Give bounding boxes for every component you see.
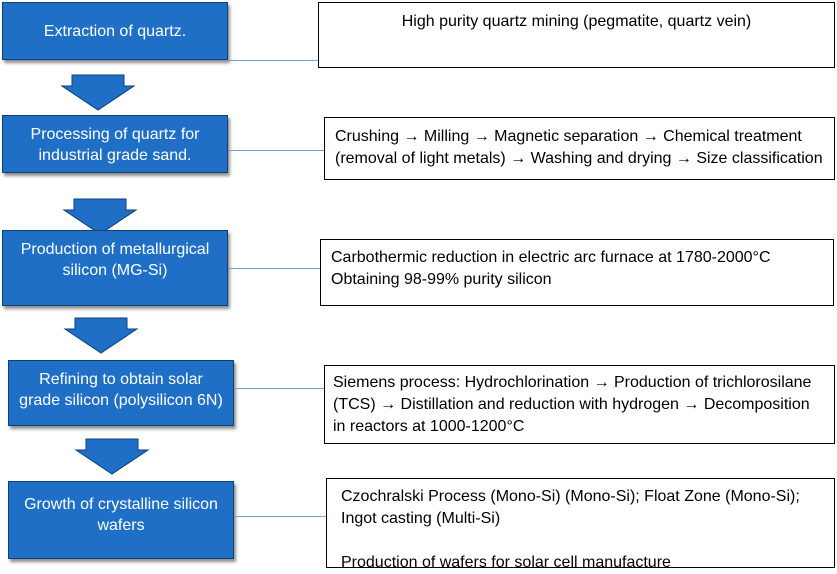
step-label: Processing of quartz for industrial grad… <box>30 126 200 164</box>
step-extraction-of-quartz: Extraction of quartz. <box>2 2 228 60</box>
connector-line <box>228 60 318 61</box>
note-wafer-growth: Czochralski Process (Mono-Si) (Mono-Si);… <box>326 478 835 571</box>
connector-line <box>228 268 320 269</box>
note-line <box>341 530 834 552</box>
note-line: Czochralski Process (Mono-Si) (Mono-Si);… <box>341 488 800 505</box>
down-arrow-icon <box>63 317 139 354</box>
note-line: Crushing → Milling → Magnetic separation… <box>335 128 802 145</box>
note-line: in reactors at 1000-1200°C <box>333 418 525 435</box>
step-label: Production of metallurgical silicon (MG-… <box>20 241 210 279</box>
note-line: Carbothermic reduction in electric arc f… <box>331 249 771 266</box>
step-refining-solar-grade: Refining to obtain solar grade silicon (… <box>8 360 234 426</box>
down-arrow-icon <box>74 438 150 475</box>
note-siemens-process: Siemens process: Hydrochlorination → Pro… <box>324 365 835 444</box>
down-arrow-icon <box>60 74 136 111</box>
step-label: Growth of crystalline silicon wafers <box>24 496 218 534</box>
down-arrow-icon <box>62 198 138 235</box>
step-label: Refining to obtain solar grade silicon (… <box>19 371 223 409</box>
step-metallurgical-silicon: Production of metallurgical silicon (MG-… <box>2 230 228 306</box>
connector-line <box>234 388 324 389</box>
note-line: (removal of light metals) → Washing and … <box>335 150 823 167</box>
note-sand-processing: Crushing → Milling → Magnetic separation… <box>324 117 835 180</box>
note-quartz-mining: High purity quartz mining (pegmatite, qu… <box>318 2 835 68</box>
note-carbothermic-reduction: Carbothermic reduction in electric arc f… <box>320 239 834 306</box>
note-line: Ingot casting (Multi-Si) <box>341 510 501 527</box>
connector-line <box>228 150 324 151</box>
note-line: (TCS) → Distillation and reduction with … <box>333 396 810 413</box>
note-line: Production of wafers for solar cell manu… <box>341 554 671 571</box>
note-line: Siemens process: Hydrochlorination → Pro… <box>333 374 812 391</box>
note-line: Obtaining 98-99% purity silicon <box>331 271 552 288</box>
connector-line <box>234 516 326 517</box>
note-line: High purity quartz mining (pegmatite, qu… <box>401 13 752 30</box>
step-label: Extraction of quartz. <box>43 23 187 40</box>
step-processing-of-quartz: Processing of quartz for industrial grad… <box>2 115 228 173</box>
step-crystalline-wafers: Growth of crystalline silicon wafers <box>8 481 234 559</box>
